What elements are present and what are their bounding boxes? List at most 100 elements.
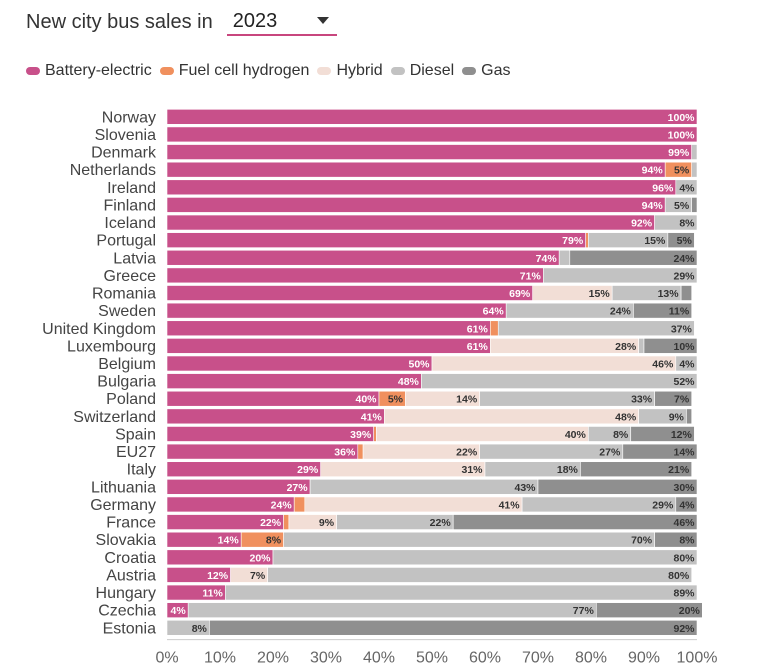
bar-segment (667, 232, 695, 248)
x-tick-label: 70% (522, 650, 554, 667)
bar-segment (675, 496, 698, 513)
data-label: 5% (674, 165, 690, 177)
bar-segment (166, 197, 666, 213)
category-label: Ireland (107, 180, 156, 197)
legend-swatch (26, 67, 40, 75)
bar-segment (166, 214, 655, 231)
data-label: 61% (467, 341, 489, 353)
category-label: EU27 (116, 444, 156, 461)
bar-segment (569, 249, 698, 266)
data-label: 30% (673, 482, 695, 494)
data-label: 31% (461, 464, 483, 476)
category-label: Portugal (96, 233, 156, 250)
data-label: 28% (615, 341, 637, 353)
bar-segment (166, 355, 433, 372)
data-label: 43% (514, 482, 536, 494)
legend-label: Battery-electric (45, 62, 152, 79)
data-label: 80% (668, 570, 690, 582)
legend-label: Fuel cell hydrogen (178, 62, 310, 79)
legend-item-fuel-cell-hydrogen[interactable]: Fuel cell hydrogen (159, 62, 310, 80)
data-label: 70% (631, 535, 653, 547)
data-label: 89% (673, 588, 695, 600)
category-label: Belgium (98, 356, 156, 373)
x-tick-label: 20% (257, 650, 289, 667)
category-label: United Kingdom (42, 321, 156, 338)
x-tick-label: 10% (204, 650, 236, 667)
bar-segment (373, 426, 377, 442)
data-label: 40% (565, 429, 587, 441)
bar-segment (267, 567, 693, 583)
legend: Battery-electric Fuel cell hydrogen Hybr… (26, 60, 519, 82)
bar-segment (633, 302, 693, 319)
bar-segment (166, 443, 359, 460)
legend-item-gas[interactable]: Gas (462, 62, 511, 80)
data-label: 27% (287, 482, 309, 494)
category-label: Croatia (104, 550, 156, 567)
bar-segment (209, 619, 698, 636)
data-label: 20% (249, 552, 271, 564)
year-select[interactable]: 2023 (226, 8, 337, 36)
data-label: 48% (615, 411, 637, 423)
bar-segment (654, 214, 698, 231)
data-label: 94% (642, 200, 664, 212)
bar-segment (638, 338, 645, 354)
x-tick-label: 90% (628, 650, 660, 667)
data-label: 29% (652, 499, 674, 511)
bar-segment (691, 197, 698, 213)
data-label: 22% (260, 517, 282, 529)
legend-swatch (390, 67, 405, 75)
bar-segment (643, 338, 698, 354)
data-label: 64% (483, 306, 505, 318)
category-label: Estonia (103, 620, 156, 637)
bar-segment (166, 232, 587, 248)
bar-segment (383, 408, 639, 425)
bar-segment (431, 355, 677, 372)
bar-segment (452, 514, 698, 530)
x-tick-label: 0% (155, 650, 178, 667)
legend-item-diesel[interactable]: Diesel (390, 62, 454, 80)
data-label: 100% (668, 129, 696, 141)
data-label: 9% (319, 517, 335, 529)
data-label: 52% (673, 376, 695, 388)
data-label: 94% (642, 165, 664, 177)
bar-segment (542, 267, 698, 284)
data-label: 11% (202, 588, 223, 600)
data-label: 27% (599, 447, 621, 459)
bar-segment (166, 285, 534, 301)
data-label: 77% (573, 605, 595, 617)
category-label: Slovakia (96, 532, 157, 549)
data-label: 24% (271, 499, 293, 511)
bar-segment (166, 338, 491, 354)
category-label: Germany (90, 497, 156, 514)
chart-header: New city bus sales in 2023 (26, 6, 337, 38)
data-label: 4% (679, 182, 695, 194)
data-label: 41% (499, 499, 521, 511)
legend-item-hybrid[interactable]: Hybrid (317, 62, 383, 80)
data-label: 24% (673, 253, 695, 265)
legend-item-battery-electric[interactable]: Battery-electric (26, 62, 152, 80)
legend-label: Gas (481, 62, 511, 79)
bar-segment (691, 144, 698, 160)
data-label: 8% (679, 218, 695, 230)
data-label: 18% (557, 464, 579, 476)
bar-segment (166, 161, 666, 178)
bar-segment (686, 408, 693, 425)
bar-segment (489, 320, 499, 337)
stacked-bar-chart: Norway 100% Slovenia 100% Denmark 99% Netherla… (42, 109, 717, 667)
data-label: 100% (668, 112, 696, 124)
x-tick-label: 40% (363, 650, 395, 667)
data-label: 40% (355, 394, 377, 406)
category-label: Spain (115, 426, 156, 443)
data-label: 4% (171, 605, 187, 617)
data-label: 5% (388, 394, 404, 406)
data-label: 69% (509, 288, 531, 300)
bar-segment (630, 426, 695, 442)
bar-segment (304, 496, 523, 513)
bar-segment (166, 390, 380, 407)
data-label: 9% (669, 411, 685, 423)
bar-segment (595, 602, 703, 618)
data-label: 24% (610, 306, 632, 318)
bar-segment (293, 496, 306, 513)
data-label: 13% (658, 288, 680, 300)
bar-segment (166, 426, 374, 442)
